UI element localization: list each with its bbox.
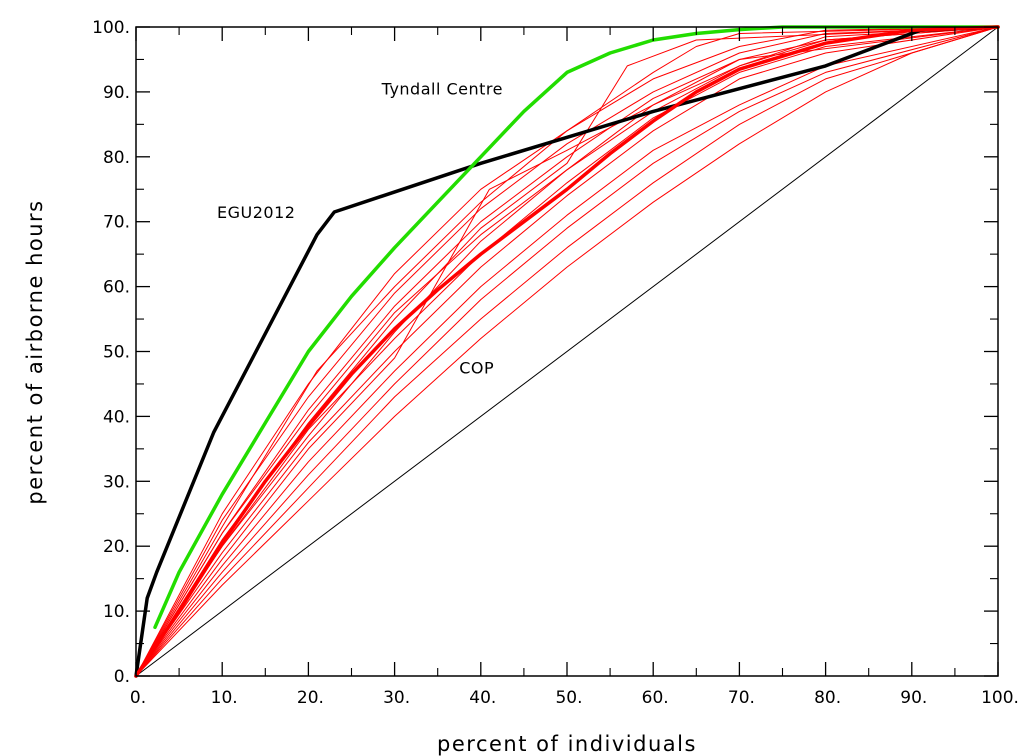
series-line-5 [135, 26, 999, 677]
x-tick-label: 90. [900, 688, 927, 708]
series-cop [134, 25, 1000, 678]
x-tick-label: 60. [642, 688, 669, 708]
x-tick-label: 40. [469, 688, 496, 708]
annotation-tyndall-centre: Tyndall Centre [381, 80, 503, 99]
x-tick-label: 20. [297, 688, 324, 708]
series-layer [134, 25, 1000, 678]
x-tick-label: 50. [555, 688, 582, 708]
y-tick-label: 100. [92, 18, 130, 38]
x-tick-label: 80. [814, 688, 841, 708]
y-tick-label: 40. [103, 407, 130, 427]
series-line-16 [135, 26, 999, 677]
x-tick-label: 30. [383, 688, 410, 708]
y-tick-label: 80. [103, 148, 130, 168]
y-tick-label: 70. [103, 213, 130, 233]
series-line-15 [135, 26, 999, 677]
x-tick-label: 0. [130, 688, 146, 708]
series-line-8 [135, 26, 999, 677]
series-line-3 [135, 26, 999, 677]
y-tick-label: 60. [103, 278, 130, 298]
series-line-13 [135, 26, 999, 677]
annotation-egu2012: EGU2012 [217, 203, 295, 222]
series-line-10 [135, 26, 999, 677]
y-tick-label: 50. [103, 343, 130, 363]
y-tick-label: 10. [103, 602, 130, 622]
y-tick-label: 0. [114, 667, 130, 687]
x-tick-label: 10. [211, 688, 238, 708]
annotation-layer: Tyndall Centre EGU2012 COP [217, 80, 503, 378]
series-tyndall-centre [153, 25, 1000, 630]
y-tick-label: 90. [103, 83, 130, 103]
x-tick-label: 70. [728, 688, 755, 708]
series-line-9 [135, 26, 999, 677]
series-line-12 [135, 26, 999, 677]
series-line-14 [135, 26, 999, 677]
y-tick-label: 30. [103, 472, 130, 492]
series-line-4 [135, 26, 999, 677]
x-tick-label: 100. [981, 688, 1019, 708]
label-layer: 0. 10. 20. 30. 40. 50. 60. 70. 80. 90. 100. 0. 10. 20… [92, 18, 1019, 708]
annotation-cop: COP [459, 359, 494, 378]
y-tick-label: 20. [103, 537, 130, 557]
series-line-11 [135, 26, 999, 677]
x-axis-title: percent of individuals [437, 732, 697, 756]
plot-frame [135, 26, 999, 677]
series-line-6 [135, 26, 999, 677]
series-egu2012 [134, 25, 1000, 678]
y-axis-title: percent of airborne hours [23, 199, 47, 504]
series-line-17 [135, 26, 999, 677]
